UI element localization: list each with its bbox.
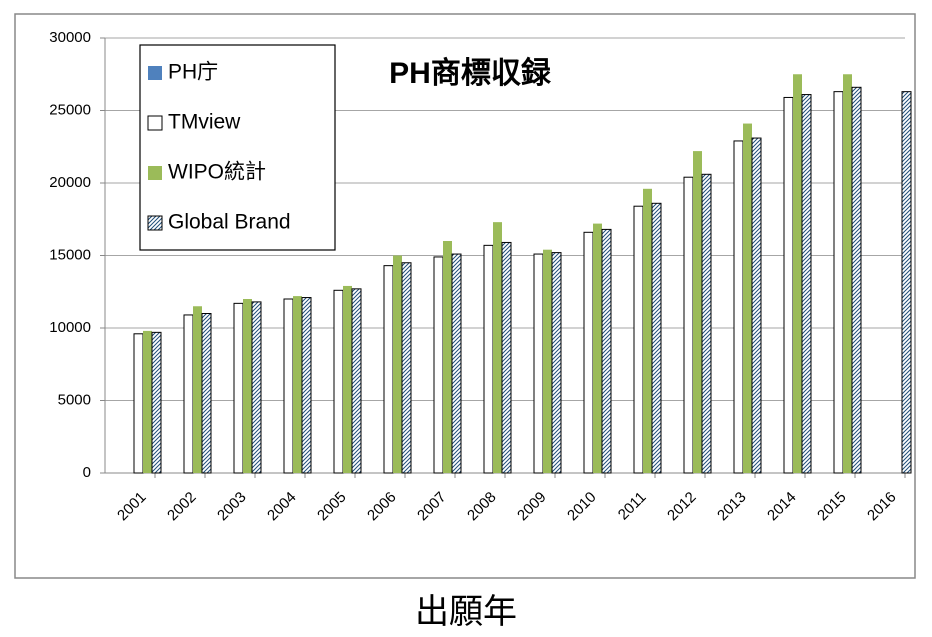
bar [251, 301, 262, 474]
bar [683, 176, 694, 474]
bar [133, 333, 144, 474]
bar [751, 137, 762, 474]
bar [593, 223, 602, 473]
chart-title: PH商標収録 [389, 56, 552, 90]
bar [443, 241, 452, 473]
bar [151, 331, 162, 474]
legend-swatch [147, 215, 163, 231]
y-tick-label: 25000 [49, 101, 91, 118]
legend-swatch [148, 66, 162, 80]
bar [493, 222, 502, 473]
bar [343, 285, 352, 473]
bar [783, 96, 794, 474]
bar [793, 74, 802, 473]
bar [501, 241, 512, 474]
y-tick-label: 20000 [49, 174, 91, 191]
bar [851, 86, 862, 474]
bar [651, 202, 662, 474]
bar [351, 288, 362, 474]
legend-label: WIPO統計 [168, 161, 266, 184]
bar [693, 151, 702, 473]
bar [633, 205, 644, 474]
bar [601, 228, 612, 474]
bar [283, 298, 294, 474]
bar [393, 255, 402, 473]
bar [451, 253, 462, 474]
bar [183, 314, 194, 474]
bar [533, 253, 544, 474]
bar [483, 244, 494, 474]
x-axis-label: 出願年 [415, 593, 517, 631]
bar [551, 252, 562, 474]
bar [243, 299, 252, 473]
y-tick-label: 30000 [49, 29, 91, 46]
bar [801, 94, 812, 474]
legend-label: PH庁 [168, 61, 218, 84]
legend-label: TMview [168, 111, 241, 134]
bar [583, 231, 594, 474]
bar [301, 297, 312, 474]
bar [201, 313, 212, 474]
bar [143, 330, 152, 473]
bar [333, 289, 344, 474]
bar [843, 74, 852, 473]
legend-swatch [147, 115, 163, 131]
bar [543, 249, 552, 473]
bar [401, 262, 412, 474]
bar [901, 91, 912, 474]
bar [743, 123, 752, 474]
bar [833, 91, 844, 474]
bar [433, 256, 444, 474]
y-tick-label: 15000 [49, 246, 91, 263]
y-tick-label: 0 [83, 464, 91, 481]
legend-box [139, 44, 336, 251]
bar [293, 296, 302, 473]
y-tick-label: 10000 [49, 319, 91, 336]
legend-label: Global Brand [168, 211, 291, 234]
y-tick-label: 5000 [58, 391, 91, 408]
bar [733, 140, 744, 474]
bar [643, 188, 652, 474]
bar [193, 306, 202, 473]
bar [701, 173, 712, 474]
bar [383, 265, 394, 474]
bar [233, 302, 244, 474]
legend-swatch [148, 166, 162, 180]
